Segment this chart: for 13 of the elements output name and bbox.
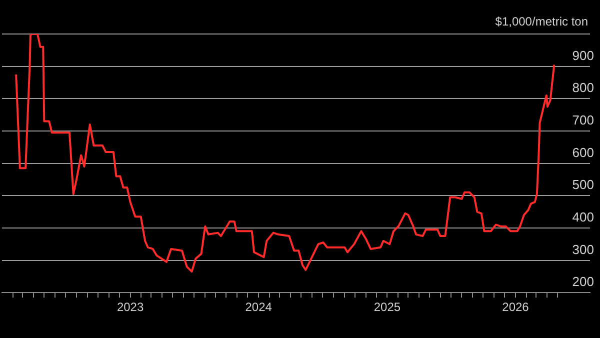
x-tick-label: 2023	[116, 300, 144, 314]
y-tick-label: 200	[572, 274, 594, 290]
y-tick-label: 400	[572, 210, 594, 225]
x-tick-label: 2026	[502, 300, 530, 314]
y-tick-label: 600	[572, 144, 594, 160]
y-tick-label: 700	[572, 112, 594, 128]
y-tick-label: 500	[572, 177, 594, 192]
y-axis-title: $1,000/metric ton	[495, 14, 588, 28]
y-tick-label: 800	[572, 80, 594, 96]
y-tick-label: 300	[572, 242, 594, 257]
x-tick-label: 2024	[245, 300, 272, 314]
y-tick-label: 900	[572, 48, 594, 63]
x-tick-label: 2025	[374, 300, 401, 314]
